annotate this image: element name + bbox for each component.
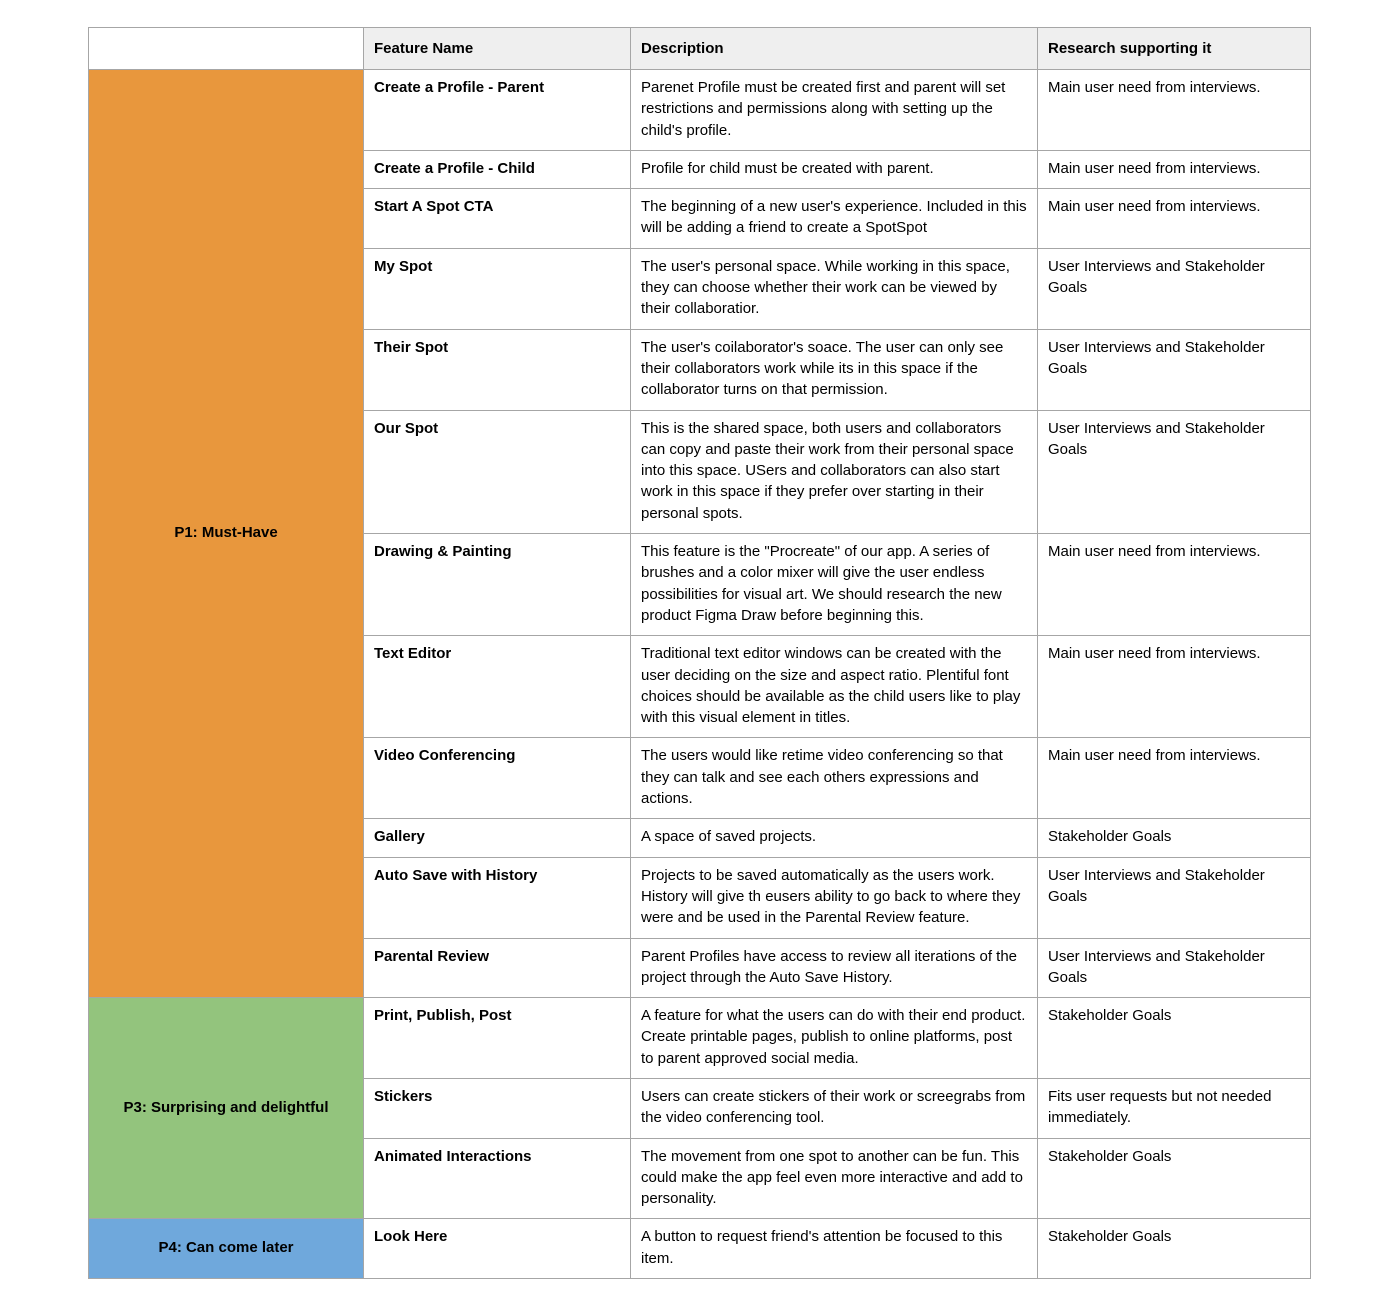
research-cell: User Interviews and Stakeholder Goals — [1037, 409, 1311, 535]
research-cell: Main user need from interviews. — [1037, 69, 1311, 151]
research-cell: Main user need from interviews. — [1037, 635, 1311, 739]
feature-name-cell: Animated Interactions — [363, 1137, 631, 1220]
priority-cell: P3: Surprising and delightful — [88, 997, 364, 1220]
description-cell: A feature for what the users can do with… — [630, 997, 1038, 1079]
description-cell: The beginning of a new user's experience… — [630, 188, 1038, 249]
table-row: P4: Can come later Look Here A button to r… — [88, 1218, 1311, 1280]
table-body: P1: Must-Have Create a Profile - Parent Pa… — [88, 68, 1311, 1280]
table-row: Create a Profile - Child Profile for chil… — [89, 149, 1311, 190]
feature-name-cell: Auto Save with History — [363, 856, 631, 939]
research-cell: Fits user requests but not needed immedi… — [1037, 1077, 1311, 1139]
corner-header-cell — [88, 27, 364, 70]
feature-name-header: Feature Name — [363, 27, 631, 70]
priority-cell: P1: Must-Have — [88, 68, 364, 999]
feature-name-cell: Create a Profile - Parent — [363, 69, 631, 151]
table-row: Video Conferencing The users would like r… — [89, 737, 1311, 820]
feature-name-cell: Look Here — [363, 1218, 631, 1280]
table-row: Parental Review Parent Profiles have acce… — [89, 937, 1311, 999]
description-cell: This is the shared space, both users and… — [630, 409, 1038, 535]
research-cell: Main user need from interviews. — [1037, 149, 1311, 190]
research-cell: Main user need from interviews. — [1037, 533, 1311, 637]
research-cell: Stakeholder Goals — [1037, 1218, 1311, 1280]
research-cell: User Interviews and Stakeholder Goals — [1037, 856, 1311, 939]
description-cell: Parent Profiles have access to review al… — [630, 937, 1038, 999]
feature-name-cell: Our Spot — [363, 409, 631, 535]
description-cell: Projects to be saved automatically as th… — [630, 856, 1038, 939]
table-row: Text Editor Traditional text editor windo… — [89, 635, 1311, 739]
description-cell: The movement from one spot to another ca… — [630, 1137, 1038, 1220]
research-header: Research supporting it — [1037, 27, 1311, 70]
feature-name-cell: Their Spot — [363, 328, 631, 411]
table-row: Our Spot This is the shared space, both u… — [89, 409, 1311, 535]
table-row: Their Spot The user's coilaborator's soac… — [89, 328, 1311, 411]
feature-name-cell: Video Conferencing — [363, 737, 631, 820]
research-cell: Stakeholder Goals — [1037, 1137, 1311, 1220]
research-cell: Stakeholder Goals — [1037, 997, 1311, 1079]
table-row: My Spot The user's personal space. While … — [89, 247, 1311, 330]
description-cell: A space of saved projects. — [630, 818, 1038, 858]
header-row: Feature Name Description Research suppor… — [88, 27, 1311, 70]
research-cell: Stakeholder Goals — [1037, 818, 1311, 858]
feature-name-cell: Print, Publish, Post — [363, 997, 631, 1079]
table-row: Auto Save with History Projects to be sav… — [89, 856, 1311, 939]
feature-priority-table: Feature Name Description Research suppor… — [88, 27, 1311, 1280]
description-cell: Profile for child must be created with p… — [630, 149, 1038, 190]
feature-name-cell: Drawing & Painting — [363, 533, 631, 637]
research-cell: User Interviews and Stakeholder Goals — [1037, 328, 1311, 411]
description-cell: The users would like retime video confer… — [630, 737, 1038, 820]
description-cell: The user's coilaborator's soace. The use… — [630, 328, 1038, 411]
feature-name-cell: Text Editor — [363, 635, 631, 739]
description-cell: A button to request friend's attention b… — [630, 1218, 1038, 1280]
table-row: Stickers Users can create stickers of the… — [89, 1077, 1311, 1139]
description-cell: Parenet Profile must be created first an… — [630, 69, 1038, 151]
table-row: P1: Must-Have Create a Profile - Parent Pa… — [88, 68, 1311, 999]
table-row: Start A Spot CTA The beginning of a new u… — [89, 188, 1311, 249]
table-row: Drawing & Painting This feature is the "P… — [89, 533, 1311, 637]
feature-name-cell: Parental Review — [363, 937, 631, 999]
description-cell: This feature is the "Procreate" of our a… — [630, 533, 1038, 637]
priority-cell: P4: Can come later — [88, 1218, 364, 1280]
feature-name-cell: Create a Profile - Child — [363, 149, 631, 190]
description-cell: The user's personal space. While working… — [630, 247, 1038, 330]
research-cell: User Interviews and Stakeholder Goals — [1037, 937, 1311, 999]
feature-name-cell: Gallery — [363, 818, 631, 858]
research-cell: Main user need from interviews. — [1037, 188, 1311, 249]
description-cell: Traditional text editor windows can be c… — [630, 635, 1038, 739]
feature-name-cell: Stickers — [363, 1077, 631, 1139]
research-cell: User Interviews and Stakeholder Goals — [1037, 247, 1311, 330]
table-row: Gallery A space of saved projects. Stakeho… — [89, 818, 1311, 858]
feature-name-cell: My Spot — [363, 247, 631, 330]
feature-name-cell: Start A Spot CTA — [363, 188, 631, 249]
research-cell: Main user need from interviews. — [1037, 737, 1311, 820]
table-row: P3: Surprising and delightful Print, Publ… — [88, 997, 1311, 1220]
description-cell: Users can create stickers of their work … — [630, 1077, 1038, 1139]
description-header: Description — [630, 27, 1038, 70]
